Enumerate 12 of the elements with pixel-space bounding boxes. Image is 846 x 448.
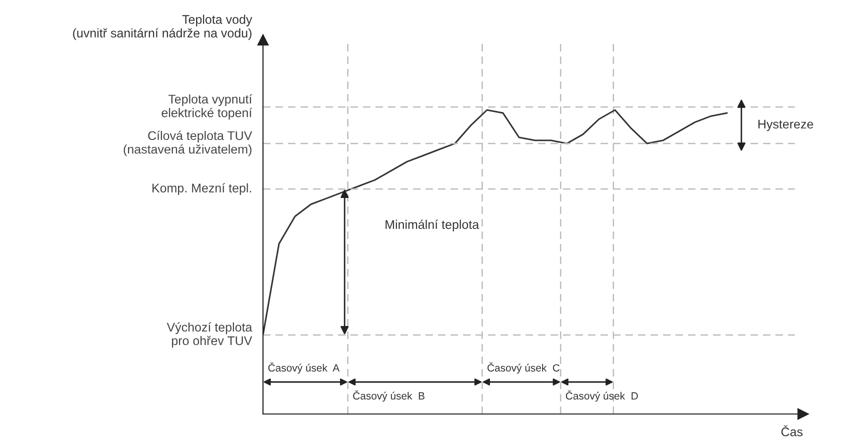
annotation: Časový úsek C bbox=[488, 362, 560, 374]
annotation: Časový úsek B bbox=[353, 390, 424, 402]
ref-line-label: Teplota vypnutí elektrické topení bbox=[162, 94, 252, 120]
annotation: Minimální teplota bbox=[386, 220, 480, 232]
text: Teplota vody (uvnitř sanitární nádrže na vodu) bbox=[73, 14, 252, 40]
annotation: Časový úsek D bbox=[566, 390, 638, 402]
ref-line-label: Komp. Mezní tepl. bbox=[152, 183, 252, 195]
text: Hystereze bbox=[758, 120, 814, 132]
x-axis-title: Čas bbox=[781, 425, 803, 436]
annotation: Časový úsek A bbox=[268, 362, 340, 374]
ref-line-label: Cílová teplota TUV (nastavená uživatelem) bbox=[124, 130, 252, 156]
ref-line-label: Výchozí teplota pro ohřev TUV bbox=[166, 322, 252, 348]
